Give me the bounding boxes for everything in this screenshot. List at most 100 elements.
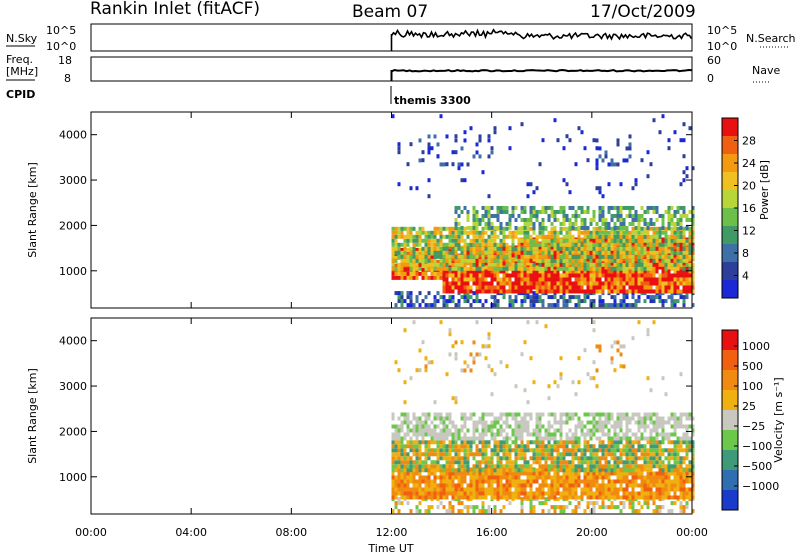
heatmap-cell [481,487,485,492]
heatmap-cell [598,289,602,294]
heatmap-cell [508,126,512,131]
heatmap-cell [496,475,500,480]
heatmap-cell [556,250,560,255]
heatmap-cell [544,254,548,259]
heatmap-cell [445,456,449,461]
heatmap-cell [523,487,527,492]
heatmap-cell [463,205,467,210]
heatmap-cell [430,471,434,476]
heatmap-cell [412,416,416,421]
heatmap-cell [457,509,461,514]
heatmap-cell [394,468,398,473]
heatmap-cell [523,444,527,449]
heatmap-cell [481,289,485,294]
heatmap-cell [505,444,509,449]
heatmap-cell [604,424,608,429]
heatmap-cell [400,471,404,476]
heatmap-cell [553,258,557,263]
heatmap-cell [613,505,617,510]
heatmap-cell [544,448,548,453]
heatmap-cell [616,432,620,437]
heatmap-cell [619,217,623,222]
heatmap-cell [691,509,695,514]
heatmap-cell [433,428,437,433]
heatmap-cell [655,440,659,445]
heatmap-cell [586,501,590,506]
heatmap-cell [544,266,548,271]
heatmap-cell [541,464,545,469]
heatmap-cell [532,303,536,308]
heatmap-cell [499,221,503,226]
heatmap-cell [463,479,467,484]
heatmap-cell [499,479,503,484]
heatmap-cell [547,444,551,449]
heatmap-cell [475,269,479,274]
heatmap-cell [448,226,452,231]
heatmap-cell [673,289,677,294]
heatmap-cell [682,209,686,214]
heatmap-cell [526,250,530,255]
heatmap-cell [433,134,437,139]
heatmap-cell [463,262,467,267]
heatmap-cell [511,285,515,290]
heatmap-cell [505,254,509,259]
heatmap-cell [568,269,572,274]
heatmap-cell [610,464,614,469]
heatmap-cell [529,226,533,231]
heatmap-cell [625,464,629,469]
heatmap-cell [520,266,524,271]
heatmap-cell [415,424,419,429]
heatmap-cell [682,483,686,488]
heatmap-cell [688,495,692,500]
heatmap-cell [679,241,683,246]
heatmap-cell [637,254,641,259]
y-tick-label: 3000 [59,174,87,187]
heatmap-cell [565,269,569,274]
heatmap-cell [487,428,491,433]
heatmap-cell [487,217,491,222]
heatmap-cell [679,138,683,143]
heatmap-cell [535,266,539,271]
heatmap-cell [412,250,416,255]
heatmap-cell [415,444,419,449]
heatmap-cell [451,266,455,271]
heatmap-cell [454,221,458,226]
heatmap-cell [502,281,506,286]
heatmap-cell [592,299,596,304]
heatmap-cell [643,246,647,251]
heatmap-cell [670,303,674,308]
heatmap-cell [580,230,584,235]
heatmap-cell [643,289,647,294]
heatmap-cell [394,505,398,510]
heatmap-cell [586,295,590,300]
heatmap-cell [550,444,554,449]
heatmap-cell [472,340,476,345]
heatmap-cell [481,217,485,222]
date-title: 17/Oct/2009 [590,2,696,22]
heatmap-cell [634,475,638,480]
heatmap-cell [667,289,671,294]
heatmap-cell [535,428,539,433]
heatmap-cell [574,483,578,488]
heatmap-cell [481,436,485,441]
heatmap-cell [427,448,431,453]
heatmap-cell [637,217,641,222]
heatmap-cell [664,226,668,231]
heatmap-cell [655,261,659,266]
heatmap-cell [442,432,446,437]
heatmap-cell [547,265,551,270]
heatmap-cell [658,234,662,239]
heatmap-cell [496,479,500,484]
heatmap-cell [505,364,509,369]
heatmap-cell [634,468,638,473]
heatmap-cell [685,174,689,179]
heatmap-cell [598,190,602,195]
heatmap-cell [679,479,683,484]
heatmap-cell [559,468,563,473]
heatmap-cell [562,281,566,286]
heatmap-cell [640,432,644,437]
heatmap-cell [481,509,485,514]
heatmap-cell [427,303,431,308]
heatmap-cell [523,428,527,433]
heatmap-cell [610,344,614,349]
